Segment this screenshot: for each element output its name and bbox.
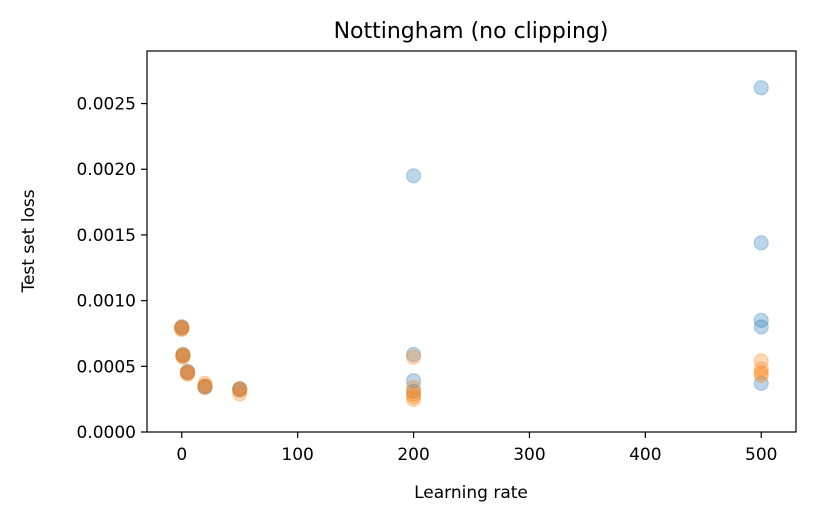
scatter-point-series-2 <box>197 378 213 394</box>
data-points <box>174 80 769 407</box>
scatter-point-series-1 <box>405 373 422 389</box>
scatter-point-series-1 <box>405 383 422 399</box>
scatter-point-series-2 <box>753 361 769 377</box>
scatter-point-series-1 <box>405 346 422 363</box>
x-tick-label: 100 <box>281 445 313 465</box>
x-axis-ticks: 0 100 200 300 400 500 <box>176 432 777 465</box>
y-tick-label: 0.0015 <box>77 226 136 246</box>
scatter-point-series-1 <box>197 379 213 395</box>
scatter-point-series-1 <box>174 320 190 336</box>
scatter-point-series-1 <box>232 381 248 397</box>
chart-title: Nottingham (no clipping) <box>334 19 609 44</box>
scatter-point-series-1 <box>175 348 191 364</box>
scatter-point-series-2 <box>197 375 213 391</box>
scatter-point-series-1 <box>753 375 769 391</box>
scatter-point-series-2 <box>179 365 196 381</box>
scatter-point-series-1 <box>197 378 213 394</box>
scatter-point-series-1 <box>753 312 769 328</box>
scatter-point-series-2 <box>405 391 422 407</box>
x-tick-label: 400 <box>629 445 661 465</box>
x-tick-label: 300 <box>513 445 545 465</box>
x-axis-label: Learning rate <box>414 483 528 503</box>
scatter-point-series-1 <box>175 346 191 363</box>
y-tick-label: 0.0020 <box>77 160 136 180</box>
scatter-point-series-2 <box>175 348 191 364</box>
scatter-point-series-2 <box>405 386 422 402</box>
x-tick-label: 0 <box>176 445 187 465</box>
scatter-point-series-2 <box>753 367 769 384</box>
x-tick-label: 500 <box>745 445 777 465</box>
x-tick-label: 200 <box>397 445 429 465</box>
scatter-point-series-2 <box>405 349 422 365</box>
scatter-point-series-1 <box>753 319 769 335</box>
y-tick-label: 0.0025 <box>77 95 136 115</box>
scatter-point-series-1 <box>753 235 769 251</box>
scatter-point-series-1 <box>405 168 422 184</box>
scatter-point-series-1 <box>179 363 196 380</box>
y-tick-label: 0.0010 <box>77 292 136 312</box>
scatter-point-series-2 <box>174 321 190 338</box>
scatter-point-series-1 <box>179 365 196 381</box>
scatter-point-series-2 <box>197 379 213 395</box>
scatter-point-series-2 <box>232 386 248 402</box>
scatter-point-series-1 <box>232 382 248 398</box>
y-axis-ticks: 0.0000 0.0005 0.0010 0.0015 0.0020 0.0025 <box>77 95 147 443</box>
scatter-point-series-2 <box>232 381 248 397</box>
scatter-point-series-2 <box>179 363 196 380</box>
scatter-point-series-2 <box>179 366 196 382</box>
scatter-point-series-2 <box>232 382 248 398</box>
y-axis-label: Test set loss <box>19 189 39 293</box>
scatter-point-series-2 <box>753 365 769 381</box>
scatter-point-series-1 <box>753 80 769 96</box>
y-tick-label: 0.0000 <box>77 423 136 443</box>
scatter-point-series-1 <box>174 319 190 335</box>
y-tick-label: 0.0005 <box>77 357 136 377</box>
scatter-point-series-2 <box>175 349 191 365</box>
scatter-point-series-2 <box>174 319 190 335</box>
scatter-point-series-2 <box>405 388 422 405</box>
plot-area-frame <box>146 50 797 433</box>
scatter-point-series-2 <box>753 353 769 369</box>
scatter-point-series-2 <box>405 379 422 395</box>
scatter-point-series-2 <box>174 320 190 336</box>
scatter-point-series-2 <box>175 346 191 363</box>
